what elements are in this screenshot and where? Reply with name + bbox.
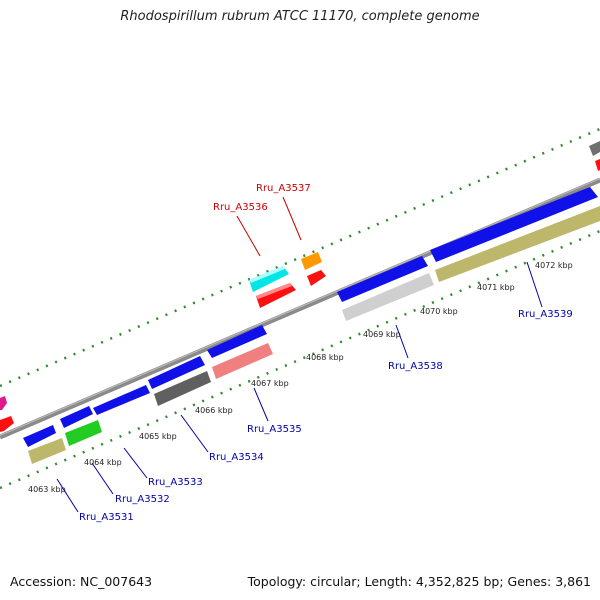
kbp-tick-label: 4068 kbp — [306, 353, 344, 362]
gene-blue-1[interactable] — [23, 425, 56, 447]
gene-label-rru-a3538[interactable]: Rru_A3538 — [388, 361, 443, 372]
gene-rru-a3539[interactable] — [435, 206, 600, 282]
kbp-tick-label: 4071 kbp — [477, 283, 515, 292]
forward-genes — [0, 141, 600, 410]
label-leaders — [56, 196, 543, 513]
accession-label: Accession: NC_007643 — [10, 574, 153, 589]
gene-partial-left-reverse[interactable] — [0, 416, 14, 432]
gene-label-rru-a3534[interactable]: Rru_A3534 — [209, 452, 264, 463]
gene-partial-left-forward[interactable] — [0, 396, 7, 410]
gene-label-rru-a3539[interactable]: Rru_A3539 — [518, 309, 573, 320]
gene-partial-right-grey[interactable] — [589, 141, 600, 156]
gene-rru-a3536[interactable] — [249, 266, 296, 308]
gene-blue-4[interactable] — [207, 325, 267, 358]
kbp-tick-label: 4070 kbp — [420, 307, 458, 316]
gene-rru-a3537[interactable] — [301, 252, 326, 286]
map-title: Rhodospirillum rubrum ATCC 11170, comple… — [120, 9, 480, 24]
gene-label-rru-a3536[interactable]: Rru_A3536 — [213, 202, 268, 213]
gene-label-rru-a3537[interactable]: Rru_A3537 — [256, 183, 311, 194]
gene-blue-3[interactable] — [148, 356, 205, 389]
gene-label-rru-a3533[interactable]: Rru_A3533 — [148, 477, 203, 488]
kbp-tick-label: 4065 kbp — [139, 432, 177, 441]
kbp-tick-label: 4069 kbp — [363, 330, 401, 339]
gene-labels: Rru_A3531 Rru_A3532 Rru_A3533 Rru_A3534 Rru_… — [79, 183, 573, 523]
gene-rru-a3538[interactable] — [337, 256, 428, 302]
genome-backbone-highlight — [0, 177, 600, 437]
kbp-tick-label: 4067 kbp — [251, 379, 289, 388]
gene-rru-a3533[interactable] — [93, 385, 150, 415]
gene-label-rru-a3532[interactable]: Rru_A3532 — [115, 494, 170, 505]
genome-summary-label: Topology: circular; Length: 4,352,825 bp… — [247, 574, 591, 589]
gene-rru-a3535[interactable] — [212, 343, 273, 379]
gene-rru-a3538-grey[interactable] — [342, 273, 434, 321]
kbp-tick-label: 4064 kbp — [84, 458, 122, 467]
gene-rru-a3539-blue[interactable] — [430, 187, 598, 262]
gene-rru-a3534[interactable] — [154, 371, 211, 406]
gene-rru-a3532[interactable] — [65, 420, 102, 446]
reverse-genes — [0, 187, 600, 464]
kbp-tick-label: 4072 kbp — [535, 261, 573, 270]
gene-label-rru-a3531[interactable]: Rru_A3531 — [79, 512, 134, 523]
kbp-tick-labels: 4063 kbp 4064 kbp 4065 kbp 4066 kbp 4067 kbp… — [28, 261, 573, 494]
kbp-tick-label: 4066 kbp — [195, 406, 233, 415]
gene-label-rru-a3535[interactable]: Rru_A3535 — [247, 424, 302, 435]
kbp-tick-label: 4063 kbp — [28, 485, 66, 494]
outer-tick-track — [0, 127, 600, 388]
inner-tick-track — [0, 229, 600, 490]
gene-partial-right-red[interactable] — [595, 159, 600, 171]
gene-rru-a3531[interactable] — [28, 438, 66, 464]
gene-blue-2[interactable] — [60, 406, 93, 428]
